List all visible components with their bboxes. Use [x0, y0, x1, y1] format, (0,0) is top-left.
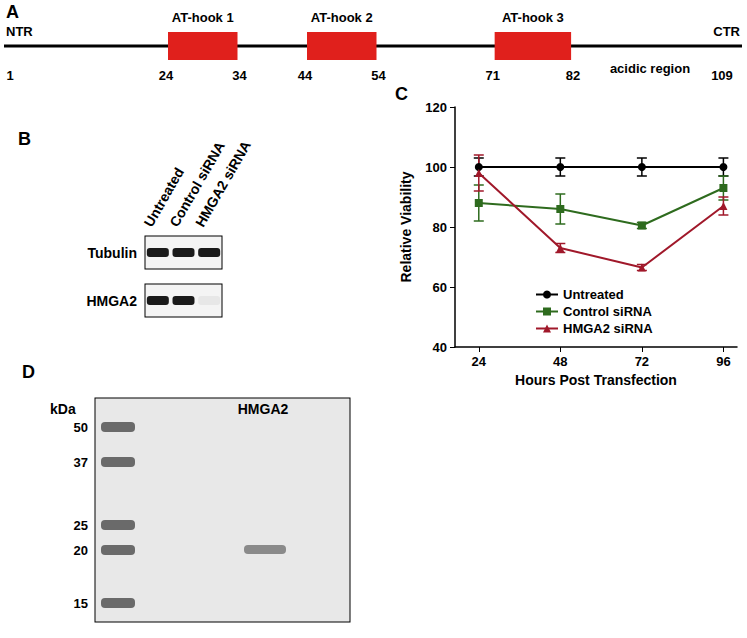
svg-text:D: D — [22, 362, 35, 382]
svg-text:25: 25 — [74, 518, 88, 533]
svg-text:24: 24 — [159, 68, 174, 83]
svg-text:40: 40 — [433, 340, 447, 355]
svg-text:71: 71 — [485, 68, 499, 83]
svg-text:Control siRNA: Control siRNA — [166, 138, 228, 230]
svg-text:Tubulin: Tubulin — [88, 245, 138, 261]
svg-text:HMGA2: HMGA2 — [238, 401, 289, 417]
svg-text:120: 120 — [425, 100, 447, 115]
svg-text:B: B — [18, 129, 31, 149]
svg-text:80: 80 — [433, 220, 447, 235]
svg-text:AT-hook 1: AT-hook 1 — [172, 10, 234, 25]
svg-text:AT-hook 3: AT-hook 3 — [502, 10, 564, 25]
svg-text:kDa: kDa — [50, 401, 76, 417]
svg-text:100: 100 — [425, 160, 447, 175]
svg-text:50: 50 — [74, 420, 88, 435]
svg-text:Relative Viability: Relative Viability — [398, 171, 414, 282]
svg-text:Hours Post Transfection: Hours Post Transfection — [515, 372, 677, 388]
svg-text:HMGA2 siRNA: HMGA2 siRNA — [192, 138, 254, 230]
svg-text:Untreated: Untreated — [140, 164, 188, 230]
svg-text:60: 60 — [433, 280, 447, 295]
svg-text:HMGA2 siRNA: HMGA2 siRNA — [563, 321, 653, 336]
svg-text:109: 109 — [711, 68, 733, 83]
svg-text:54: 54 — [371, 68, 386, 83]
svg-text:96: 96 — [716, 354, 730, 369]
svg-text:CTR: CTR — [713, 24, 740, 39]
svg-text:34: 34 — [232, 68, 247, 83]
svg-text:37: 37 — [74, 455, 88, 470]
svg-text:AT-hook 2: AT-hook 2 — [311, 10, 373, 25]
svg-text:Control siRNA: Control siRNA — [563, 304, 652, 319]
svg-text:A: A — [6, 2, 19, 22]
svg-text:82: 82 — [566, 68, 580, 83]
svg-text:acidic region: acidic region — [610, 61, 690, 76]
svg-text:48: 48 — [553, 354, 567, 369]
svg-text:15: 15 — [74, 596, 88, 611]
svg-text:1: 1 — [6, 68, 13, 83]
svg-text:20: 20 — [74, 543, 88, 558]
svg-text:72: 72 — [635, 354, 649, 369]
svg-text:C: C — [395, 84, 408, 104]
svg-text:Untreated: Untreated — [563, 287, 624, 302]
svg-text:NTR: NTR — [6, 24, 33, 39]
svg-text:24: 24 — [472, 354, 487, 369]
svg-text:HMGA2: HMGA2 — [86, 293, 137, 309]
svg-text:44: 44 — [298, 68, 313, 83]
